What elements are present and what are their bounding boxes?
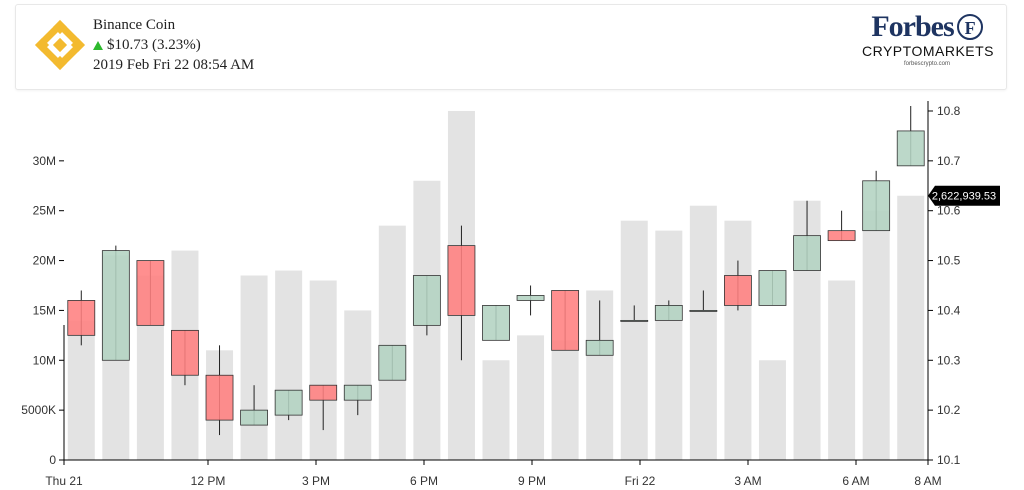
candle-down (171, 329, 199, 376)
volume-tick-label: 15M (33, 303, 56, 317)
candle-up (793, 235, 821, 271)
logo-chevron (61, 26, 79, 44)
volume-tick-label: 25M (33, 204, 56, 218)
volume-bar (724, 220, 752, 460)
candle-down (205, 374, 234, 421)
volume-bar (689, 205, 717, 460)
volume-bar (309, 280, 337, 460)
price-tick-label: 10.6 (937, 204, 961, 218)
logo-chevron (41, 26, 59, 44)
candle-up (689, 310, 718, 312)
price-tick-label: 10.4 (937, 303, 961, 317)
price-tick-label: 10.2 (937, 403, 961, 417)
x-tick-label: 8 AM (914, 474, 941, 488)
price-change: $10.73 (3.23%) (107, 37, 201, 53)
price-tick-label: 10.7 (937, 154, 961, 168)
candle-down (309, 384, 338, 401)
candle-up (585, 339, 614, 356)
brand-badge-icon: F (956, 14, 983, 40)
x-tick-label: 6 AM (842, 474, 869, 488)
binance-logo-icon (34, 19, 86, 71)
brand-subtitle: CRYPTOMARKETS (862, 43, 995, 59)
candle-up (274, 389, 303, 416)
candle-up (758, 270, 787, 306)
candle-up (378, 344, 407, 381)
candle-up (654, 305, 683, 321)
price-tick-label: 10.5 (937, 254, 961, 268)
candle-down (551, 290, 580, 351)
x-tick-label: 3 AM (734, 474, 761, 488)
volume-bar (655, 230, 683, 460)
volume-bar (862, 210, 890, 460)
brand-url: forbescrypto.com (903, 61, 951, 67)
price-tick-label: 10.1 (937, 453, 961, 467)
volume-bar (240, 275, 268, 460)
logo-chevron (41, 46, 59, 64)
candle-up (412, 275, 441, 326)
volume-bar (828, 280, 856, 460)
volume-bar (758, 360, 786, 460)
last-volume-label: 2,622,939.53 (932, 191, 996, 203)
price-tick-label: 10.3 (937, 353, 961, 367)
logo-chevron (61, 46, 79, 64)
candle-up (482, 305, 510, 341)
volume-tick-label: 10M (33, 353, 56, 367)
x-tick-label: 9 PM (518, 474, 546, 488)
coin-name: Binance Coin (93, 17, 176, 33)
x-tick-label: Thu 21 (45, 474, 83, 488)
logo-diamond (52, 37, 68, 53)
candle-up (862, 180, 891, 232)
brand-name: Forbes (871, 10, 954, 43)
x-tick-label: 3 PM (302, 474, 330, 488)
candle-up (516, 295, 545, 301)
candle-down (136, 260, 165, 326)
volume-bar (378, 225, 406, 460)
volume-tick-label: 30M (33, 154, 56, 168)
timestamp: 2019 Feb Fri 22 08:54 AM (93, 57, 255, 73)
volume-tick-label: 20M (33, 254, 56, 268)
x-tick-label: 6 PM (410, 474, 438, 488)
brand-logo: Forbes F (862, 11, 992, 43)
coin-info: Binance Coin $10.73 (3.23%) 2019 Feb Fri… (93, 15, 254, 75)
volume-bar (482, 360, 510, 460)
price-tick-label: 10.8 (937, 104, 961, 118)
volume-tick-label: 0 (49, 453, 56, 467)
volume-bar (551, 340, 579, 460)
candle-down (67, 300, 96, 336)
volume-tick-label: 5000K (21, 403, 56, 417)
header-panel: Binance Coin $10.73 (3.23%) 2019 Feb Fri… (15, 4, 1007, 90)
volume-bar (275, 270, 303, 460)
candle-down (724, 275, 752, 306)
x-tick-label: 12 PM (191, 474, 226, 488)
volume-bar (620, 220, 648, 460)
candle-up (101, 250, 130, 361)
forbes-brand: Forbes F CRYPTOMARKETS forbescrypto.com (862, 11, 995, 69)
candle-up (896, 130, 925, 167)
x-tick-label: Fri 22 (625, 474, 656, 488)
last-volume-callout (928, 185, 1000, 206)
candle-up (620, 319, 649, 322)
candle-down (447, 245, 476, 316)
up-arrow-icon (93, 40, 103, 50)
volume-bar (897, 195, 925, 460)
candle-up (240, 409, 268, 426)
candle-down (827, 230, 856, 242)
candle-up (343, 384, 372, 401)
volume-bar (517, 335, 545, 460)
price-row: $10.73 (3.23%) (93, 35, 254, 55)
